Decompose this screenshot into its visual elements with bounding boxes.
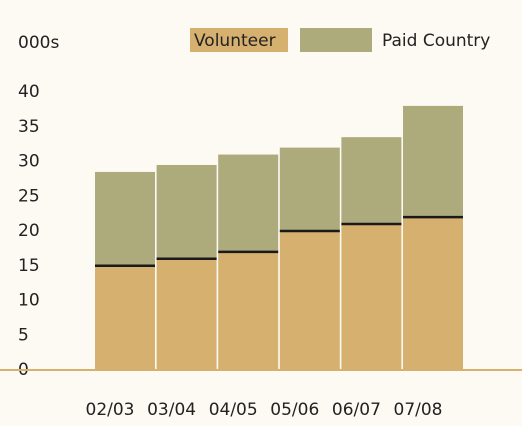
- legend-label: Paid Country: [382, 31, 490, 51]
- y-tick-label: 20: [18, 221, 40, 241]
- legend-label: Volunteer: [194, 31, 276, 51]
- y-tick-label: 25: [18, 186, 40, 206]
- bar-segment: [218, 251, 279, 370]
- y-tick-label: 30: [18, 152, 40, 172]
- x-tick-label: 06/07: [332, 400, 381, 420]
- bar-segment: [156, 258, 217, 370]
- bar-segment: [403, 105, 463, 218]
- y-tick-label: 15: [18, 256, 40, 276]
- legend-swatch: [190, 28, 288, 52]
- bar-segment: [95, 171, 155, 266]
- bar-segment: [403, 217, 463, 370]
- legend-swatch: [300, 28, 372, 52]
- y-tick-label: 35: [18, 117, 40, 137]
- x-tick-label: 02/03: [86, 400, 135, 420]
- y-axis-label: 000s: [18, 33, 59, 53]
- x-tick-label: 03/04: [147, 400, 196, 420]
- x-tick-label: 04/05: [209, 400, 258, 420]
- y-tick-label: 10: [18, 291, 40, 311]
- bar-segment: [279, 147, 340, 231]
- y-tick-label: 5: [18, 325, 29, 345]
- x-tick-label: 05/06: [270, 400, 319, 420]
- bar-segment: [341, 224, 402, 370]
- y-tick-label: 40: [18, 82, 40, 102]
- bar-segment: [279, 231, 340, 370]
- x-tick-label: 07/08: [394, 400, 443, 420]
- bar-segment: [95, 265, 155, 370]
- bar-segment: [341, 137, 402, 225]
- bar-segment: [218, 154, 279, 252]
- bar-segment: [156, 164, 217, 259]
